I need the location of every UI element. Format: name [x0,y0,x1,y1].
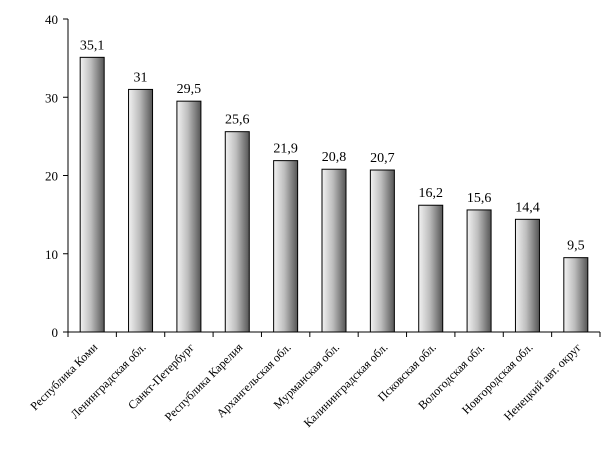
bar [224,131,250,333]
data-label: 20,7 [370,151,395,166]
bars-group [79,56,589,333]
y-tick-label: 20 [45,169,58,184]
bar [176,100,202,333]
data-label: 21,9 [273,142,298,157]
bar [79,56,105,333]
data-label: 15,6 [467,191,492,206]
y-tick-label: 30 [45,90,58,105]
axes-group [63,18,601,337]
data-label: 35,1 [80,38,105,53]
data-label: 31 [134,70,148,85]
y-tick-label: 0 [52,325,59,340]
bar [514,218,540,333]
bar [321,168,347,333]
data-label: 9,5 [567,239,585,254]
data-label: 14,4 [515,200,540,215]
data-label: 25,6 [225,113,250,128]
category-label: Калининградская обл. [301,340,391,430]
bar [563,257,589,333]
data-label: 20,8 [322,150,347,165]
bar [418,204,444,333]
y-tick-label: 10 [45,247,58,262]
bar [273,160,299,333]
data-label: 16,2 [418,186,443,201]
data-label: 29,5 [177,82,202,97]
y-tick-label: 40 [45,12,58,27]
bar [466,209,492,333]
bar [128,88,154,333]
bar [369,169,395,333]
